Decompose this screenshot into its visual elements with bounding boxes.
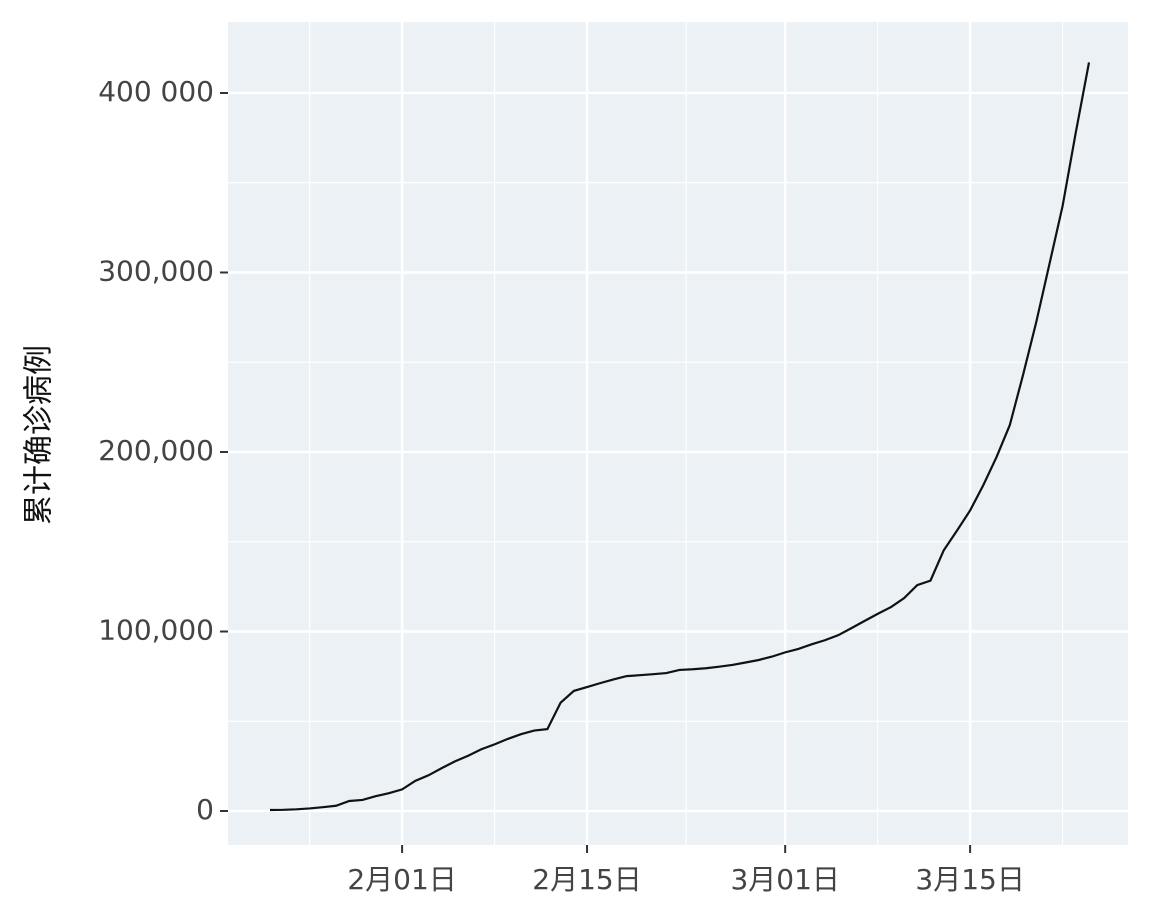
y-tick-label: 100,000 — [98, 614, 214, 647]
data-line — [269, 62, 1091, 812]
x-tick-label: 3月15日 — [915, 863, 1024, 896]
y-axis-label: 累计确诊病例 — [22, 345, 57, 525]
y-tick-label: 300,000 — [98, 254, 214, 287]
x-tick-label: 2月15日 — [532, 863, 641, 896]
y-tick-label: 0 — [196, 793, 214, 826]
y-tick-label: 400 000 — [98, 75, 214, 108]
x-tick-label: 2月01日 — [347, 863, 456, 896]
x-tick-label: 3月01日 — [730, 863, 839, 896]
plot-panel — [228, 22, 1128, 845]
y-tick-label: 200,000 — [98, 434, 214, 467]
